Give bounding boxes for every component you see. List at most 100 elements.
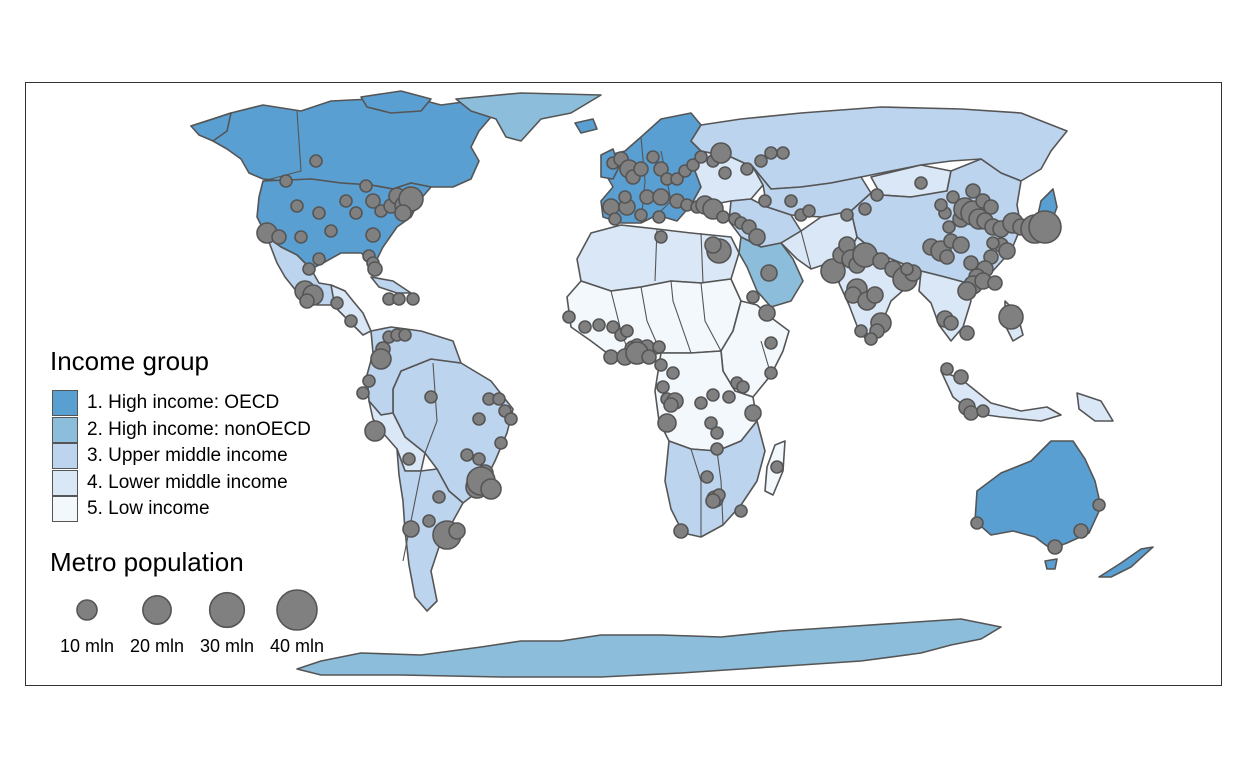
city-marker [963,405,979,421]
city-marker [402,520,420,538]
city-marker [754,154,768,168]
city-marker [494,436,508,450]
city-marker [673,523,689,539]
city-marker [900,262,914,276]
city-marker [986,236,1000,250]
city-marker [764,336,778,350]
city-marker [942,220,956,234]
legend-size-symbol [76,599,98,621]
region-caribbean [370,276,412,294]
legend-income-item: 2. High income: nonOECD [52,416,311,443]
city-marker [652,210,666,224]
city-marker [704,416,718,430]
legend-size-label: 10 mln [59,636,115,656]
city-marker [670,172,684,186]
region-alaska [190,112,232,142]
city-marker [370,348,392,370]
city-marker [864,332,878,346]
city-marker [746,290,760,304]
city-marker [271,229,287,245]
region-canada [190,96,492,190]
city-marker [983,199,999,215]
city-marker [504,412,518,426]
city-marker [764,366,778,380]
region-antarctica [296,618,1002,678]
city-marker [840,208,854,222]
city-marker [492,392,506,406]
city-marker [943,315,959,331]
city-marker [606,320,620,334]
city-marker [694,396,708,410]
legend-size-label: 40 mln [269,636,325,656]
legend-swatch [52,390,78,416]
region-png [1076,392,1114,422]
city-marker [654,358,668,372]
city-marker [349,206,363,220]
city-marker [657,413,677,433]
city-marker [666,366,680,380]
legend-income-title: Income group [50,346,209,376]
city-marker [603,349,619,365]
city-marker [953,369,969,385]
legend-swatch [52,443,78,469]
region-arctic-islands [360,90,432,114]
city-marker [356,386,370,400]
city-marker [760,264,778,282]
city-marker [312,252,326,266]
city-marker [639,189,655,205]
legend-size-label: 30 mln [199,636,255,656]
city-marker [740,162,754,176]
map-panel [25,82,1222,686]
city-marker [330,296,344,310]
city-marker [946,190,960,204]
city-marker [748,228,766,246]
city-marker [940,362,954,376]
city-marker [959,325,975,341]
city-marker [364,420,386,442]
city-marker [858,202,872,216]
city-marker [802,204,816,218]
legend-income-item: 4. Lower middle income [52,469,288,496]
city-marker [367,261,383,277]
legend-size-label: 20 mln [129,636,185,656]
legend-metro-symbols [76,589,318,631]
city-marker [694,150,708,164]
legend-size-symbol [208,591,246,629]
city-marker [422,514,436,528]
city-marker [854,324,868,338]
city-marker [618,190,632,204]
world-map [190,90,1154,678]
legend-income-label: 1. High income: OECD [87,392,280,413]
city-marker [710,426,724,440]
legend-size-symbol [276,589,318,631]
legend-income-item: 1. High income: OECD [52,390,279,416]
city-marker [392,292,406,306]
city-marker [734,504,748,518]
legend-size-symbol [142,595,172,625]
city-marker [654,230,668,244]
city-marker [312,206,326,220]
city-markers [256,142,1106,555]
region-new-zealand [1098,546,1154,578]
city-marker [592,318,606,332]
region-greenland [455,92,602,142]
city-marker [686,158,700,172]
city-marker [952,236,970,254]
city-marker [309,154,323,168]
region-iceland [574,118,598,134]
legend-income-item: 3. Upper middle income [52,443,288,469]
legend-metro-title: Metro population [50,547,244,577]
legend-income-label: 3. Upper middle income [87,445,288,466]
city-marker [1028,210,1062,244]
city-marker [705,493,721,509]
city-marker [646,150,660,164]
city-marker [866,286,884,304]
legend-swatch [52,469,78,496]
region-southern-cone [396,448,464,612]
city-marker [562,310,576,324]
city-marker [608,212,622,226]
city-marker [480,478,502,500]
city-marker [578,320,592,334]
region-tasmania [1044,558,1058,570]
city-marker [279,174,293,188]
